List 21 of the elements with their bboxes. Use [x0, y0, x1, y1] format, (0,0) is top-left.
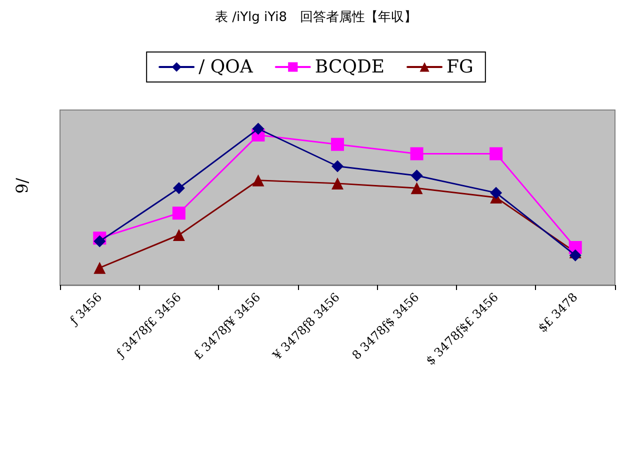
legend-label: FG [446, 56, 474, 78]
point [569, 249, 582, 262]
point [252, 174, 264, 186]
chart-title: 表 /iYlg iYi8 回答者属性【年収】 [214, 10, 418, 25]
point [410, 182, 423, 194]
point [94, 262, 106, 274]
point [332, 160, 344, 172]
legend-label: BCQDE [314, 56, 385, 78]
legend-label: / QOA [198, 56, 254, 78]
y-axis-title: 9/ [12, 177, 32, 194]
point [94, 235, 106, 248]
point [252, 122, 264, 135]
point [490, 186, 502, 199]
point [172, 229, 185, 241]
point [172, 206, 186, 220]
point [172, 182, 185, 194]
point [331, 138, 344, 151]
point [332, 177, 344, 190]
point [490, 147, 503, 160]
point [410, 147, 424, 160]
point [410, 170, 423, 182]
